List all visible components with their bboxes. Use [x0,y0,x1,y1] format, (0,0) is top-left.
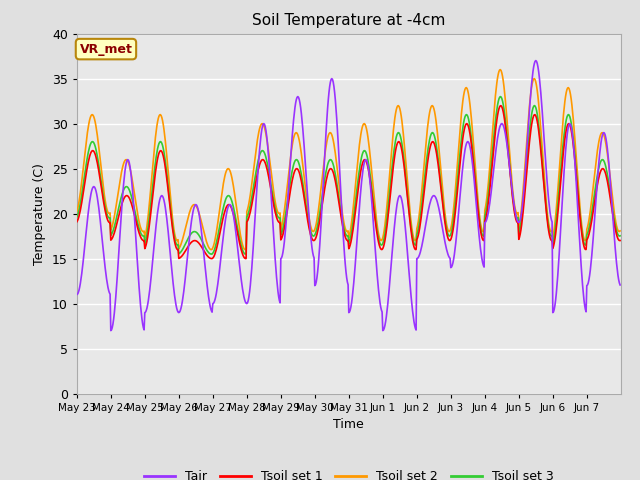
Text: VR_met: VR_met [79,43,132,56]
Y-axis label: Temperature (C): Temperature (C) [33,163,46,264]
Legend: Tair, Tsoil set 1, Tsoil set 2, Tsoil set 3: Tair, Tsoil set 1, Tsoil set 2, Tsoil se… [139,465,559,480]
X-axis label: Time: Time [333,418,364,431]
Title: Soil Temperature at -4cm: Soil Temperature at -4cm [252,13,445,28]
